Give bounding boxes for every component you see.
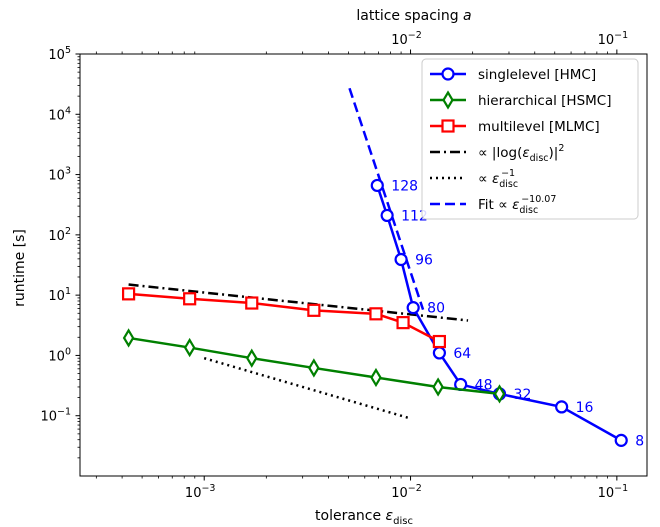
reference-lines [128, 87, 469, 420]
legend-marker [441, 119, 455, 133]
data-point [122, 328, 135, 348]
point-label: 16 [576, 400, 594, 416]
data-point [369, 307, 383, 321]
data-point [183, 292, 197, 306]
point-label: 64 [453, 346, 471, 362]
data-point [406, 301, 420, 315]
y-axis-title: runtime [s] [12, 229, 28, 307]
legend-marker [442, 90, 454, 110]
data-point [614, 433, 628, 447]
legend-label: multilevel [MLMC] [478, 119, 600, 135]
x-axis-title-main: tolerance [315, 508, 386, 524]
series-line [128, 292, 440, 343]
data-point [432, 377, 444, 397]
axes: 10−3 10−2 10−1 10−2 10−1 10−1 100 101 102 103 104 1… [40, 30, 648, 501]
top-axis-title-symbol: a [463, 8, 472, 24]
reference-line-2 [348, 87, 425, 311]
legend-label: hierarchical [HSMC] [478, 93, 611, 109]
x-axis-title: tolerance εdisc [315, 508, 413, 527]
data-point [380, 208, 394, 223]
data-point [432, 334, 446, 349]
legend-entry-1: hierarchical [HSMC] [430, 90, 611, 110]
legend-entry-2: multilevel [MLMC] [430, 119, 600, 135]
legend-entry-5: Fit ∝ εdisc−10.07 [430, 194, 556, 216]
point-label: 112 [401, 208, 428, 224]
data-point [432, 346, 446, 360]
legend-box [421, 58, 639, 220]
data-point [493, 384, 506, 404]
data-point [308, 358, 320, 378]
data-point [555, 400, 569, 414]
top-tick-label: 10−1 [598, 30, 629, 48]
y-tick-label: 103 [48, 166, 71, 184]
point-label: 80 [427, 301, 445, 317]
top-axis-title: lattice spacing a [356, 8, 471, 24]
top-axis-title-main: lattice spacing [356, 8, 463, 24]
y-tick-label: 100 [48, 346, 71, 364]
data-point [245, 296, 259, 310]
y-tick-label: 102 [48, 226, 71, 244]
data-point [245, 348, 258, 368]
legend-entry-0: singlelevel [HMC] [430, 67, 596, 83]
point-label: 8 [635, 433, 644, 449]
legend-label: ∝ εdisc−1 [478, 168, 518, 190]
x-axis-title-subscript: disc [393, 516, 413, 527]
data-point [370, 367, 382, 388]
point-label: 128 [391, 178, 418, 194]
legend-label: singlelevel [HMC] [478, 67, 596, 83]
data-point [394, 252, 408, 267]
y-tick-label: 101 [48, 286, 71, 304]
x-tick-label: 10−3 [185, 483, 216, 501]
point-label: 96 [415, 253, 433, 269]
legend-label: Fit ∝ εdisc−10.07 [478, 194, 556, 216]
point-label: 48 [475, 377, 493, 393]
legend-marker [441, 67, 455, 81]
plot-frame [79, 53, 648, 477]
legend-label: ∝ |log(εdisc)|2 [478, 143, 564, 164]
y-tick-label: 104 [48, 105, 71, 123]
y-tick-label: 105 [48, 45, 71, 63]
x-axis-title-symbol: ε [386, 508, 394, 524]
data-point [121, 287, 136, 301]
series-layer [121, 178, 628, 447]
data-point [396, 316, 410, 330]
legend: singlelevel [HMC] hierarchical [HSMC] mult… [421, 58, 639, 220]
data-point [370, 178, 384, 193]
data-point [183, 337, 196, 358]
y-tick-label: 10−1 [40, 407, 71, 425]
legend-entry-3: ∝ |log(εdisc)|2 [430, 143, 564, 164]
top-tick-label: 10−2 [391, 30, 422, 48]
legend-entry-4: ∝ εdisc−1 [430, 168, 518, 190]
reference-line-0 [128, 283, 469, 322]
data-point [307, 303, 321, 317]
x-tick-label: 10−1 [598, 483, 629, 501]
point-label: 32 [514, 387, 532, 403]
series-1 [122, 328, 506, 404]
series-2 [121, 287, 446, 349]
x-tick-label: 10−2 [391, 483, 422, 501]
